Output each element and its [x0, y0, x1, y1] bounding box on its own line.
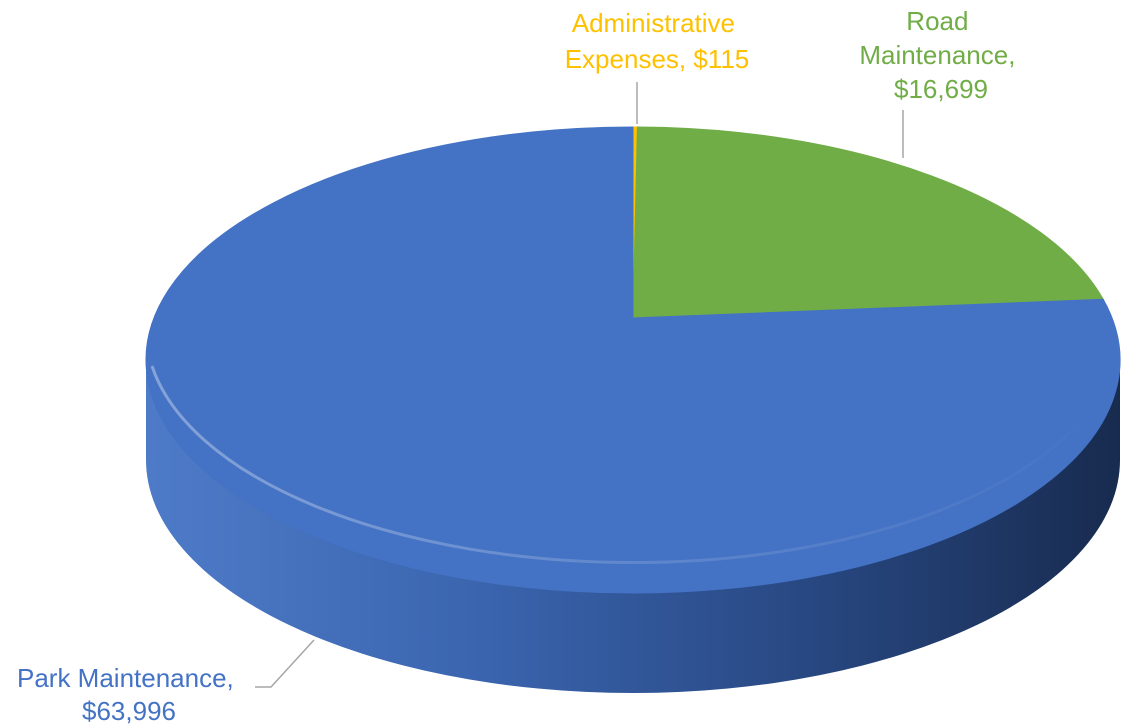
data-label-road-maintenance: Road Maintenance, $16,699	[859, 6, 1022, 104]
data-label-park-maintenance: Park Maintenance, $63,996	[17, 663, 241, 726]
data-label-line: Maintenance,	[859, 40, 1015, 70]
data-label-line: $63,996	[82, 696, 176, 726]
data-label-line: Administrative	[572, 8, 735, 38]
data-label-line: Road	[906, 6, 968, 36]
data-label-line: $16,699	[894, 74, 988, 104]
pie-slice-park-maintenance	[145, 126, 1121, 594]
data-label-line: Expenses, $115	[565, 44, 750, 74]
data-label-administrative-expenses: Administrative Expenses, $115	[565, 8, 750, 74]
data-label-line: Park Maintenance,	[17, 663, 234, 693]
leader-line-park-maintenance	[255, 639, 315, 688]
pie-slices	[145, 126, 1121, 594]
pie-side-wall	[146, 360, 1120, 693]
pie-rim-highlight	[150, 365, 1116, 564]
pie-slice-road-maintenance	[632, 126, 1105, 319]
